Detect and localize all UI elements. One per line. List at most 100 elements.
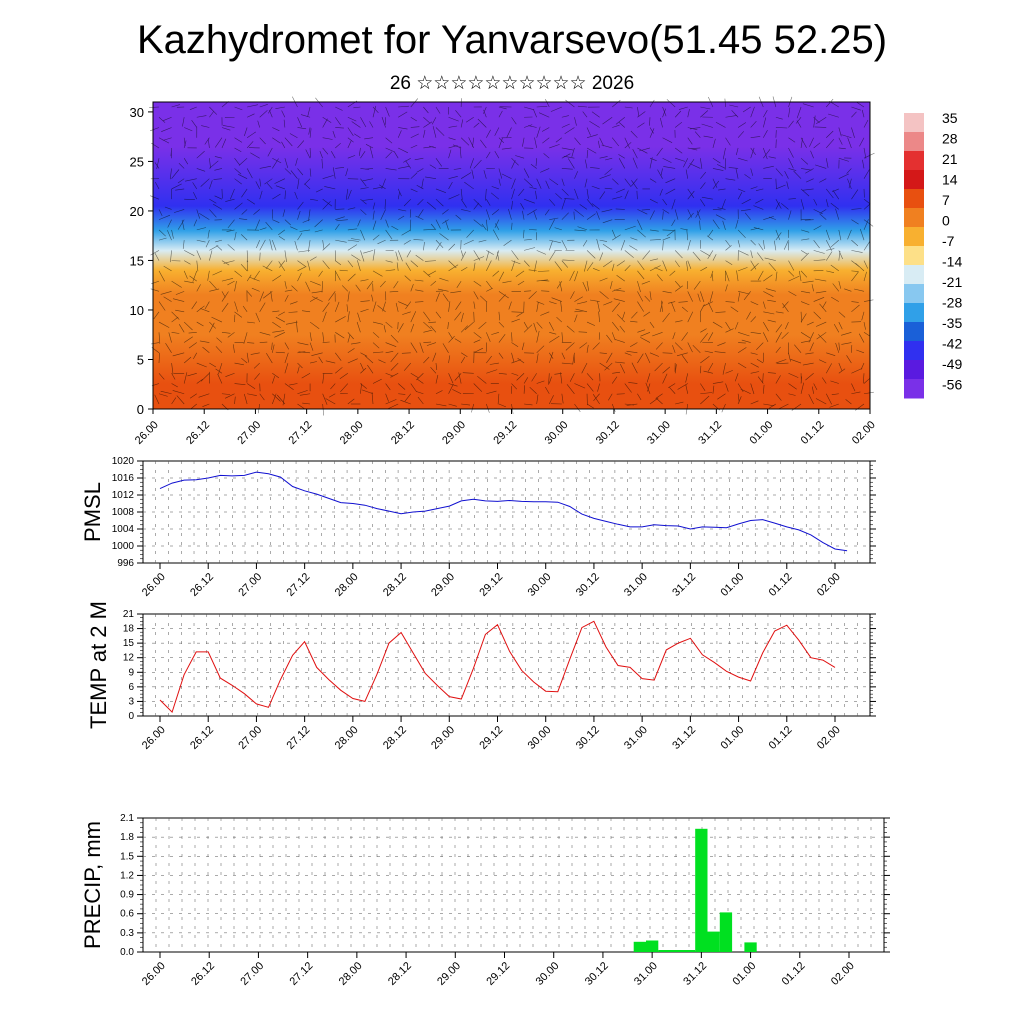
wind-barb <box>556 280 563 289</box>
wind-barb <box>196 321 204 327</box>
wind-barb <box>800 382 804 394</box>
wind-barb <box>299 229 311 232</box>
wind-barb <box>750 301 759 306</box>
wind-barb <box>390 362 399 371</box>
wind-barb <box>360 209 367 216</box>
wind-barb <box>401 352 411 354</box>
heatmap-xtick-label: 30.12 <box>594 419 622 447</box>
wind-barb <box>473 280 482 287</box>
wind-barb <box>401 229 411 236</box>
wind-barb <box>372 249 376 261</box>
wind-barb <box>662 137 673 143</box>
wind-barb <box>288 311 298 313</box>
wind-barb <box>784 170 789 179</box>
wind-barb <box>703 370 713 374</box>
wind-barb <box>409 209 412 218</box>
wind-barb <box>153 311 160 320</box>
wind-barb <box>347 332 354 340</box>
wind-barb <box>549 219 555 231</box>
wind-barb <box>611 332 616 341</box>
wind-barb <box>328 393 336 398</box>
wind-barb <box>511 342 519 347</box>
colorbar-label: -14 <box>942 254 962 270</box>
wind-barb <box>825 158 829 168</box>
wind-barb <box>662 312 670 323</box>
wind-barb <box>574 209 584 217</box>
wind-barb <box>473 383 483 392</box>
wind-barb <box>445 220 449 230</box>
wind-barb <box>809 342 814 352</box>
wind-barb <box>775 375 781 384</box>
wind-barb <box>439 277 449 282</box>
wind-barb <box>425 176 437 179</box>
colorbar-label: -7 <box>942 233 955 249</box>
wind-barb <box>628 382 638 384</box>
wind-barb <box>372 301 377 312</box>
wind-barb <box>172 390 185 395</box>
wind-barb <box>158 332 161 344</box>
wind-barb <box>671 219 676 227</box>
wind-barb <box>699 220 701 230</box>
wind-barb <box>788 373 799 378</box>
panel-xtick-label: 01.00 <box>718 571 746 599</box>
wind-barb <box>725 301 735 303</box>
wind-barb <box>724 98 726 108</box>
wind-barb <box>570 291 575 300</box>
wind-barb <box>435 241 442 251</box>
wind-barb <box>415 289 424 292</box>
wind-barb <box>464 321 474 331</box>
wind-barb <box>584 159 588 169</box>
wind-barb <box>536 394 539 405</box>
wind-barb <box>357 312 361 323</box>
wind-barb <box>435 292 440 302</box>
wind-barb <box>848 178 852 189</box>
wind-barb <box>522 137 525 147</box>
wind-barb <box>654 267 663 272</box>
wind-barb <box>410 133 419 138</box>
wind-barb <box>615 117 625 125</box>
wind-barb <box>272 310 280 313</box>
wind-barb <box>626 350 638 354</box>
wind-barb <box>208 138 210 148</box>
wind-barb <box>775 332 782 343</box>
wind-barb <box>662 366 671 374</box>
wind-barb <box>189 393 197 399</box>
wind-barb <box>620 363 626 374</box>
wind-barb <box>307 260 311 271</box>
wind-barb <box>496 251 500 261</box>
wind-barb <box>297 178 300 189</box>
wind-barb <box>200 373 210 382</box>
wind-barb <box>835 342 840 353</box>
wind-barb <box>284 158 289 168</box>
wind-barb <box>184 250 195 256</box>
wind-barb <box>637 301 644 312</box>
wind-barb <box>629 342 638 348</box>
wind-barb <box>439 233 449 241</box>
wind-barb <box>335 216 345 220</box>
wind-barb <box>282 209 286 217</box>
wind-barb <box>442 293 449 302</box>
panel-xtick-label: 30.00 <box>526 724 554 752</box>
wind-barb <box>395 251 399 261</box>
panel-xtick-label: 26.00 <box>140 571 168 599</box>
wind-barb <box>586 188 589 199</box>
wind-barb <box>266 182 273 190</box>
wind-barb <box>347 273 356 282</box>
wind-barb <box>536 321 543 329</box>
wind-barb <box>561 212 569 220</box>
wind-barb <box>788 147 794 158</box>
wind-barb <box>359 147 361 156</box>
wind-barb <box>750 400 759 405</box>
wind-barb <box>662 198 668 206</box>
wind-barb <box>725 178 736 181</box>
wind-barb <box>586 149 589 159</box>
wind-barb <box>614 289 625 292</box>
wind-barb <box>296 320 298 333</box>
heatmap-xtick-label: 02.00 <box>850 419 878 447</box>
wind-barb <box>265 260 273 269</box>
wind-barb <box>319 150 323 159</box>
wind-barb <box>247 104 258 108</box>
wind-barb <box>176 395 185 405</box>
wind-barb <box>662 373 668 384</box>
wind-barb <box>284 281 287 289</box>
